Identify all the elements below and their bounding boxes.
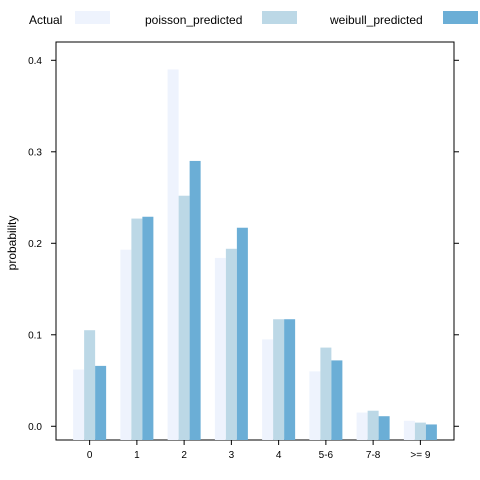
bar-poisson_predicted-5-6 <box>320 347 332 440</box>
bar-Actual-7-8 <box>356 412 368 440</box>
bar-weibull_predicted-1 <box>142 216 154 440</box>
bar-Actual-3 <box>214 257 226 440</box>
legend-label-poisson_predicted: poisson_predicted <box>145 13 242 27</box>
x-tick-label: 0 <box>87 450 93 461</box>
x-tick-label: 7-8 <box>366 450 381 461</box>
y-tick-label: 0.1 <box>28 330 42 341</box>
legend: Actual poisson_predicted weibull_predicted <box>29 11 478 27</box>
y-tick-label: 0.0 <box>28 422 42 433</box>
bar-Actual-2 <box>167 69 179 440</box>
bar-weibull_predicted-2 <box>189 160 201 440</box>
bar-poisson_predicted-1 <box>131 218 143 440</box>
bar-Actual-0 <box>73 369 85 440</box>
bar-poisson_predicted-7-8 <box>367 410 379 440</box>
x-tick-label: 2 <box>181 450 187 461</box>
x-tick-label: 1 <box>134 450 140 461</box>
bar-weibull_predicted->= 9 <box>425 424 437 440</box>
plot-frame <box>55 41 455 441</box>
bar-Actual-4 <box>262 339 274 440</box>
bar-weibull_predicted-7-8 <box>378 416 390 440</box>
bar-Actual-5-6 <box>309 371 321 440</box>
x-tick-label: >= 9 <box>410 450 430 461</box>
legend-swatch-weibull_predicted <box>443 11 478 24</box>
bar-poisson_predicted-0 <box>84 330 96 440</box>
legend-swatch-Actual <box>75 11 110 24</box>
bar-poisson_predicted-4 <box>273 319 285 440</box>
x-tick-label: 4 <box>276 450 282 461</box>
bar-weibull_predicted-5-6 <box>331 360 343 440</box>
bar-poisson_predicted->= 9 <box>414 422 426 440</box>
x-axis: 0 1 2 3 4 5-6 7-8 >= 9 <box>87 440 431 461</box>
legend-label-weibull_predicted: weibull_predicted <box>329 13 423 27</box>
bar-Actual-1 <box>120 249 132 440</box>
y-tick-label: 0.4 <box>28 56 42 67</box>
y-tick-label: 0.2 <box>28 239 42 250</box>
legend-swatch-poisson_predicted <box>262 11 297 24</box>
bar-poisson_predicted-3 <box>225 248 237 440</box>
bar-poisson_predicted-2 <box>178 195 190 440</box>
legend-label-Actual: Actual <box>29 13 62 27</box>
bar-weibull_predicted-3 <box>236 227 248 440</box>
bars-group <box>73 69 437 440</box>
bar-weibull_predicted-4 <box>284 319 296 440</box>
x-tick-label: 3 <box>229 450 235 461</box>
bar-Actual->= 9 <box>403 420 415 440</box>
y-axis-label: probability <box>5 216 19 271</box>
y-tick-label: 0.3 <box>28 147 42 158</box>
x-tick-label: 5-6 <box>319 450 334 461</box>
y-axis: 0.0 0.1 0.2 0.3 0.4 <box>28 56 459 433</box>
bar-weibull_predicted-0 <box>95 365 107 440</box>
